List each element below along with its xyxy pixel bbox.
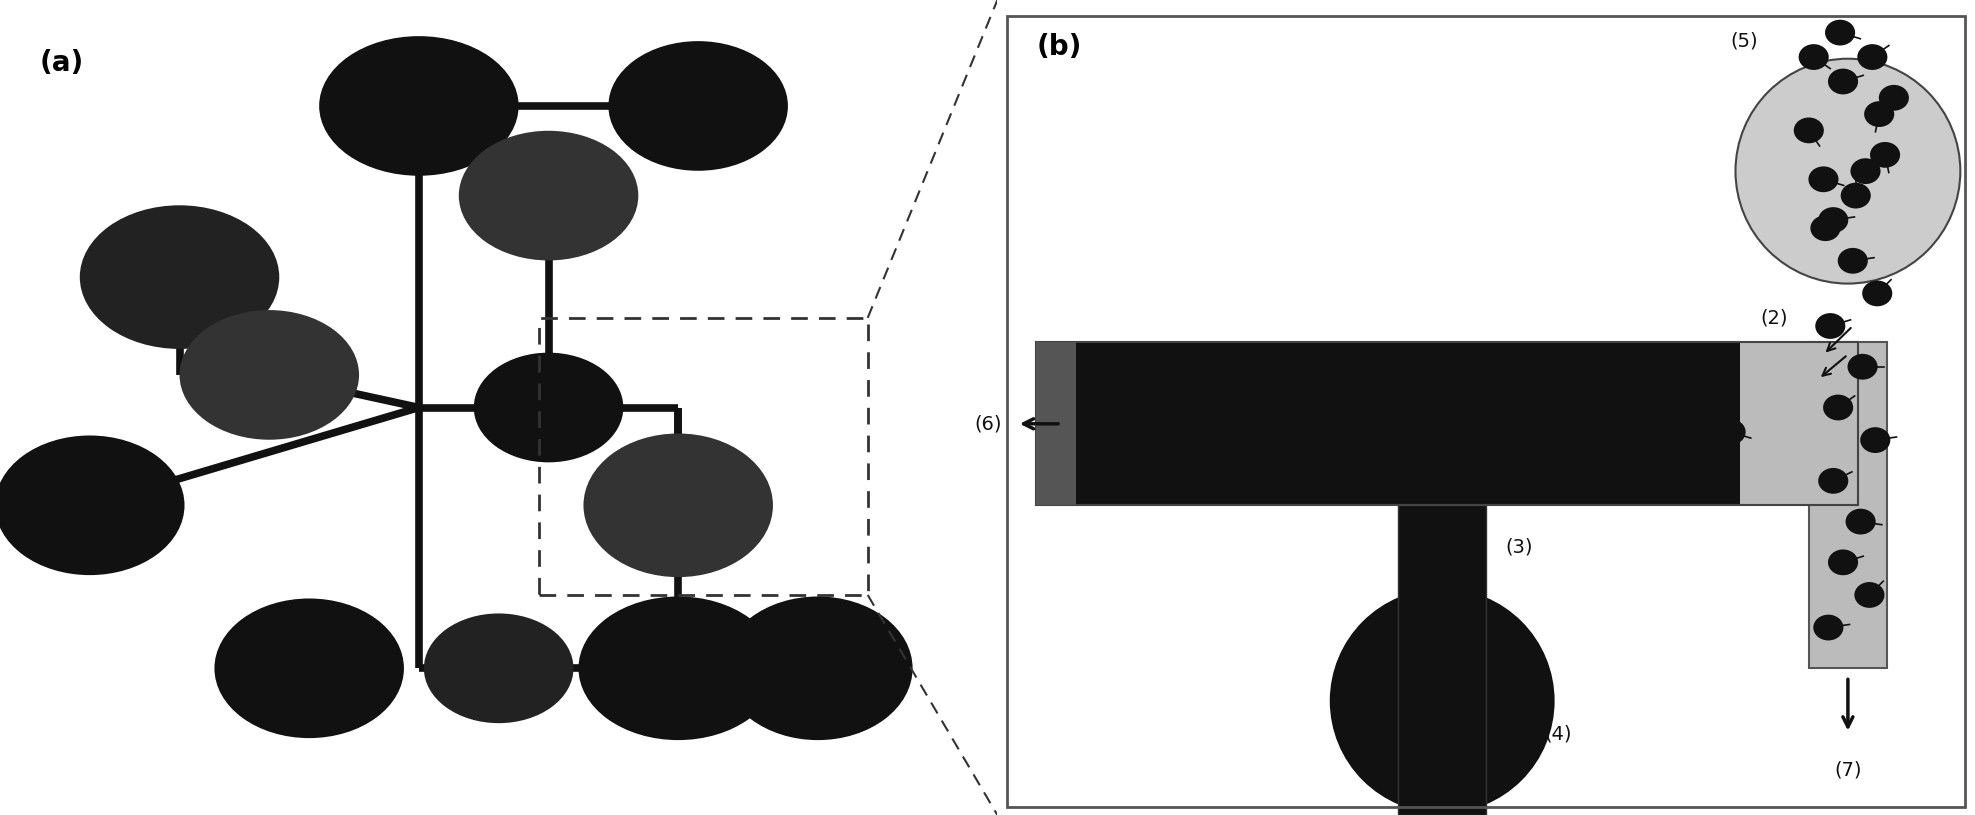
Ellipse shape <box>0 435 184 575</box>
Ellipse shape <box>1823 394 1853 421</box>
Text: (4): (4) <box>1544 724 1572 743</box>
Ellipse shape <box>1845 509 1876 535</box>
Ellipse shape <box>1548 443 1580 469</box>
Ellipse shape <box>1878 85 1910 111</box>
Ellipse shape <box>1851 158 1880 184</box>
Ellipse shape <box>1815 313 1845 339</box>
Text: (3): (3) <box>1505 538 1533 557</box>
Bar <box>1037 342 1858 505</box>
Ellipse shape <box>1841 183 1870 209</box>
Ellipse shape <box>1811 215 1841 241</box>
Ellipse shape <box>1855 582 1884 608</box>
Ellipse shape <box>79 205 278 349</box>
Ellipse shape <box>1637 370 1667 396</box>
Ellipse shape <box>1716 419 1746 445</box>
Ellipse shape <box>215 598 405 738</box>
Bar <box>1740 342 1858 505</box>
Text: (7): (7) <box>1835 760 1862 780</box>
Ellipse shape <box>320 36 519 176</box>
Ellipse shape <box>583 434 772 577</box>
Ellipse shape <box>1862 280 1892 306</box>
Ellipse shape <box>1667 443 1697 469</box>
Ellipse shape <box>1799 44 1829 70</box>
Ellipse shape <box>1697 378 1726 404</box>
Text: (2): (2) <box>1760 308 1787 328</box>
Ellipse shape <box>608 41 788 171</box>
Ellipse shape <box>1329 588 1554 813</box>
Ellipse shape <box>1736 59 1961 284</box>
Ellipse shape <box>1829 549 1858 575</box>
Ellipse shape <box>723 597 912 740</box>
Ellipse shape <box>1856 44 1888 70</box>
Text: (6): (6) <box>976 414 1001 434</box>
Ellipse shape <box>425 614 573 723</box>
Text: (b): (b) <box>1037 33 1082 60</box>
Bar <box>1398 505 1487 815</box>
Ellipse shape <box>1839 248 1868 274</box>
Ellipse shape <box>180 310 359 440</box>
Ellipse shape <box>1793 117 1823 143</box>
Ellipse shape <box>1819 468 1849 494</box>
Ellipse shape <box>458 130 638 261</box>
Bar <box>1037 342 1076 505</box>
Text: (5): (5) <box>1730 31 1758 51</box>
Text: (1): (1) <box>1309 381 1337 401</box>
Bar <box>1809 342 1886 668</box>
Ellipse shape <box>579 597 778 740</box>
Text: (a): (a) <box>40 49 85 77</box>
Ellipse shape <box>1864 101 1894 127</box>
Ellipse shape <box>1825 20 1855 46</box>
Ellipse shape <box>1819 207 1849 233</box>
Ellipse shape <box>1870 142 1900 168</box>
Ellipse shape <box>474 353 624 462</box>
Bar <box>539 318 867 595</box>
Ellipse shape <box>1809 166 1839 192</box>
Ellipse shape <box>1860 427 1890 453</box>
Ellipse shape <box>1829 68 1858 95</box>
Ellipse shape <box>1813 615 1843 641</box>
Ellipse shape <box>1598 403 1627 429</box>
Bar <box>1037 342 1740 505</box>
Ellipse shape <box>1847 354 1878 380</box>
